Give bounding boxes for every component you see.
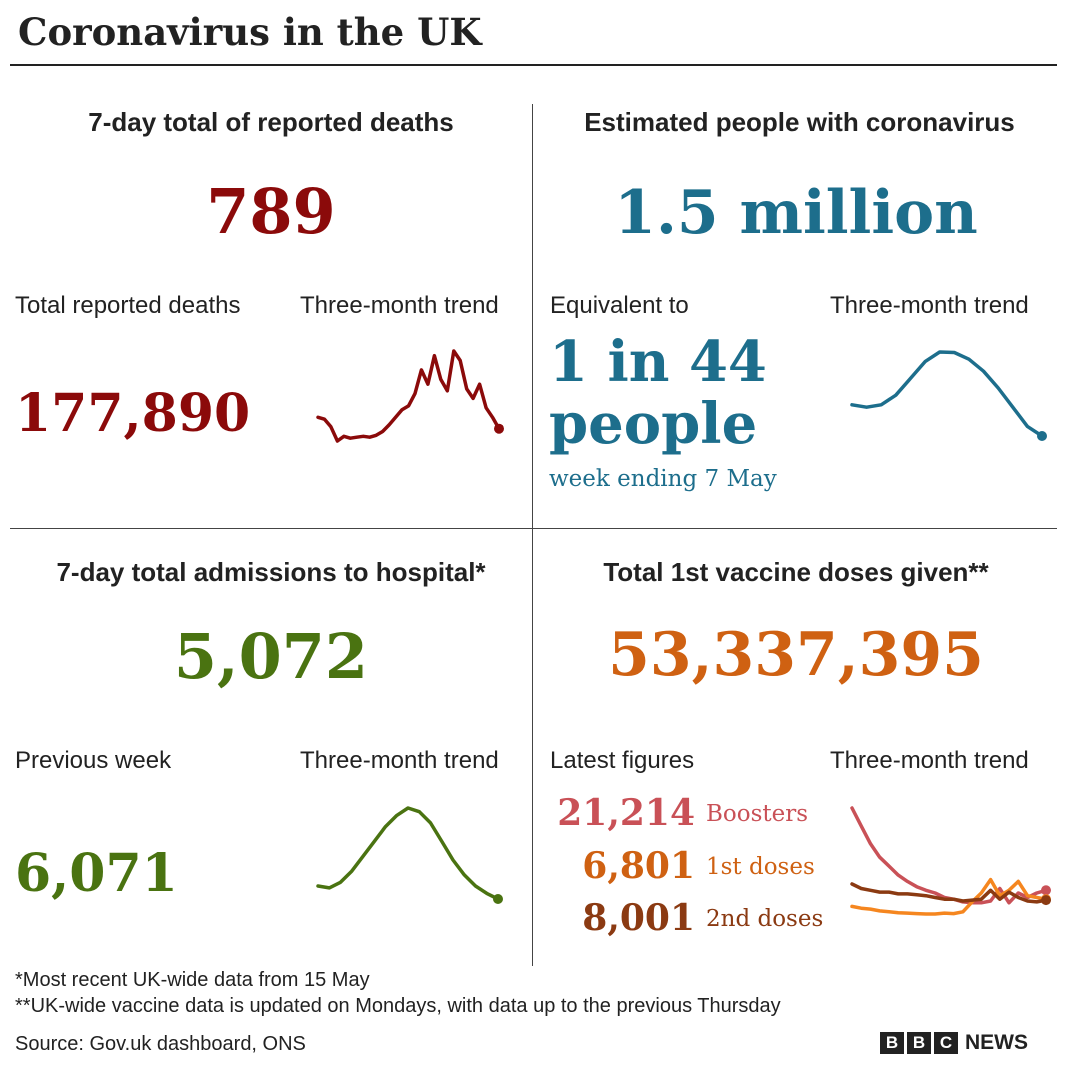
source-note: Source: Gov.uk dashboard, ONS xyxy=(15,1033,306,1055)
vaccine-heading: Total 1st vaccine doses given** xyxy=(603,557,989,587)
bbc-logo-letter: C xyxy=(934,1032,958,1054)
bbc-logo-letter: B xyxy=(907,1032,931,1054)
infections-trend-end-point-0 xyxy=(1037,431,1047,441)
vaccine-value: 53,337,395 xyxy=(608,620,984,690)
vaccine-trend-series-line-1 xyxy=(850,877,1048,916)
hospital-heading: 7-day total admissions to hospital* xyxy=(56,557,486,587)
deaths-trend-label: Three-month trend xyxy=(300,292,499,319)
vaccine-trend-end-point-0 xyxy=(1041,885,1051,896)
deaths-trend-end-point-0 xyxy=(494,423,504,434)
deaths-trend-chart xyxy=(316,349,504,443)
vaccine-trend-end-point-2 xyxy=(1041,895,1051,906)
hospital-trend-chart xyxy=(316,806,503,904)
hospital-trend-series-line-0 xyxy=(316,806,500,901)
infections-trend-label: Three-month trend xyxy=(830,292,1029,319)
vaccine-latest-label: Latest figures xyxy=(550,747,695,774)
infections-equivalent-label: Equivalent to xyxy=(550,292,689,319)
infections-trend-chart xyxy=(850,350,1047,441)
deaths-total-value: 177,890 xyxy=(15,383,251,444)
boosters-value: 21,214 xyxy=(557,792,695,834)
first-doses-label: 1st doses xyxy=(706,854,815,880)
infections-week: week ending 7 May xyxy=(549,466,777,492)
hospital-previous-value: 6,071 xyxy=(15,843,178,904)
page-title: Coronavirus in the UK xyxy=(18,10,482,54)
vertical-divider xyxy=(532,104,533,966)
infections-ratio-line1: 1 in 44 xyxy=(549,329,767,395)
second-doses-label: 2nd doses xyxy=(706,906,824,932)
infections-trend-series-line-0 xyxy=(850,350,1044,438)
bbc-logo-letter: B xyxy=(880,1032,904,1054)
news-wordmark: NEWS xyxy=(965,1031,1028,1054)
footnote-1: *Most recent UK-wide data from 15 May xyxy=(15,969,370,991)
first-doses-value: 6,801 xyxy=(582,845,695,887)
vaccine-trend-series-line-0 xyxy=(850,806,1048,905)
title-divider xyxy=(10,64,1057,66)
hospital-previous-label: Previous week xyxy=(15,747,172,774)
bbc-news-logo: B B C NEWS xyxy=(880,1032,1028,1054)
infections-heading: Estimated people with coronavirus xyxy=(584,107,1015,137)
hospital-value: 5,072 xyxy=(173,620,369,693)
infections-ratio-line2: people xyxy=(549,391,758,457)
horizontal-divider xyxy=(10,528,1057,529)
deaths-heading: 7-day total of reported deaths xyxy=(88,107,454,137)
hospital-trend-end-point-0 xyxy=(493,894,503,904)
vaccine-trend-series-line-2 xyxy=(850,882,1048,904)
boosters-label: Boosters xyxy=(706,801,809,827)
hospital-trend-label: Three-month trend xyxy=(300,747,499,774)
infections-value: 1.5 million xyxy=(614,178,978,248)
vaccine-trend-label: Three-month trend xyxy=(830,747,1029,774)
second-doses-value: 8,001 xyxy=(582,897,695,939)
deaths-value: 789 xyxy=(206,175,336,248)
footnote-2: **UK-wide vaccine data is updated on Mon… xyxy=(15,995,781,1017)
vaccine-trend-chart xyxy=(850,806,1051,916)
deaths-trend-series-line-0 xyxy=(316,349,501,443)
deaths-total-label: Total reported deaths xyxy=(15,292,241,319)
